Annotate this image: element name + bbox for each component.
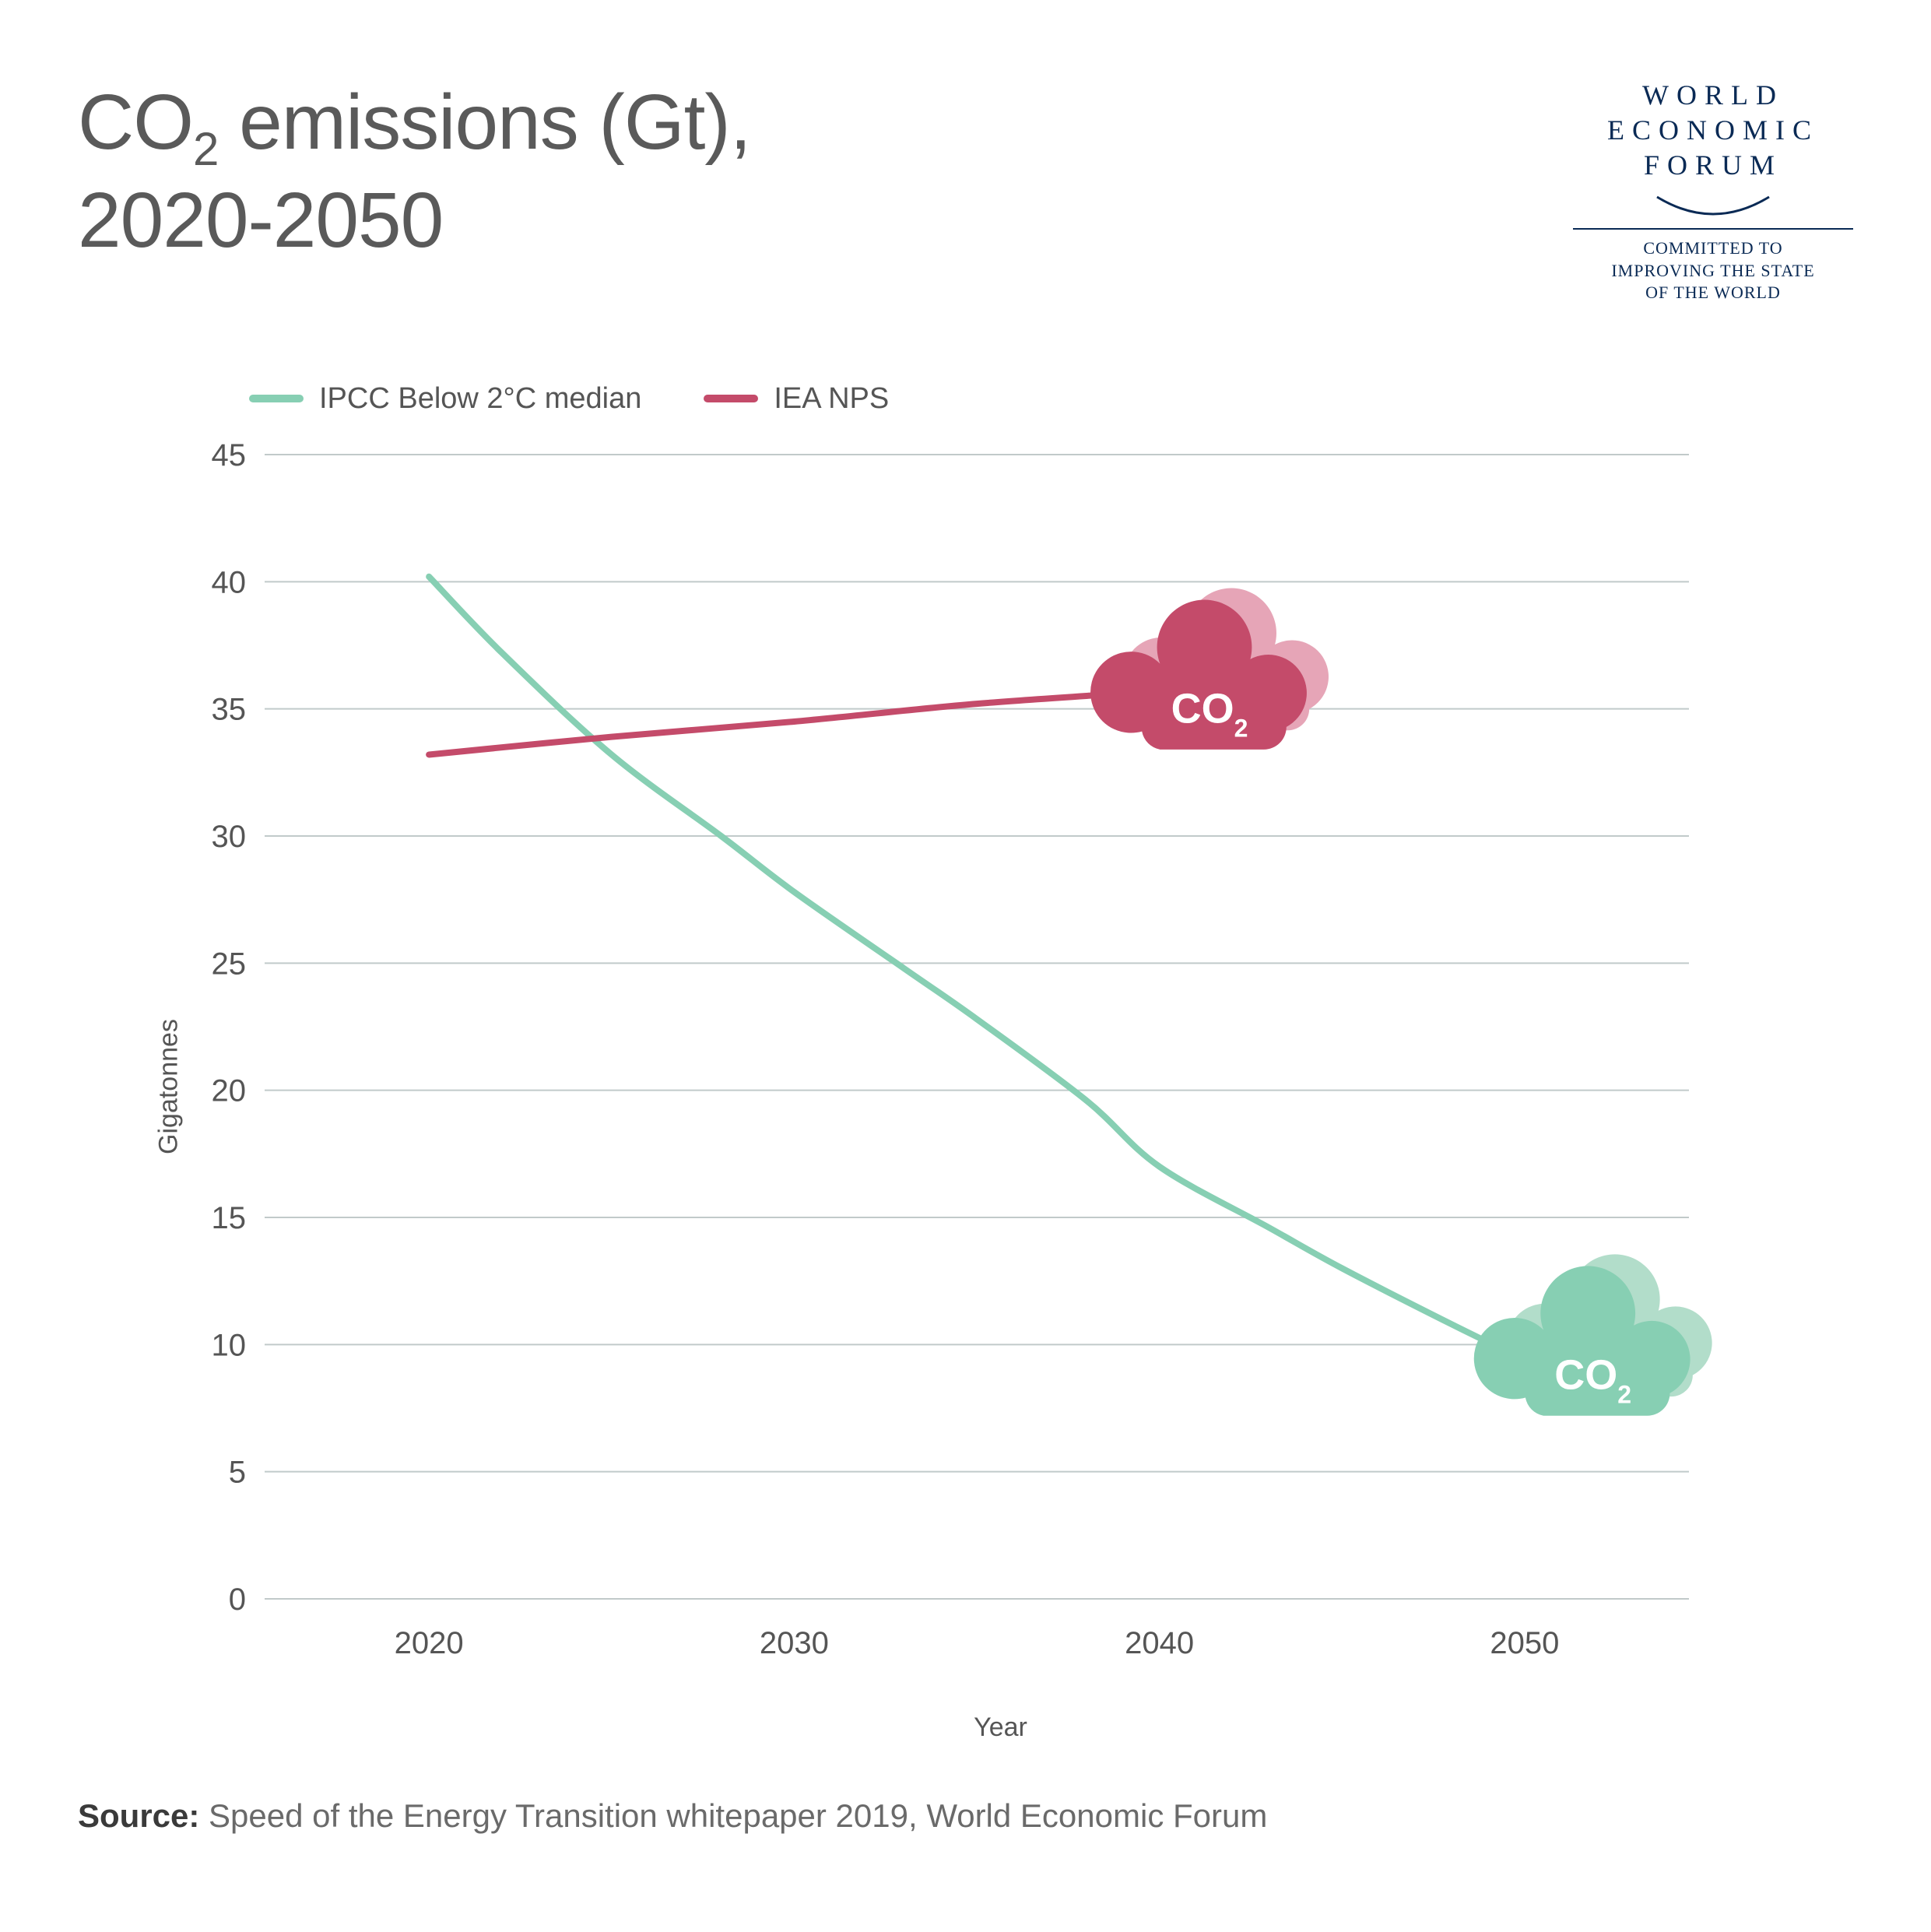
source-label: Source: bbox=[78, 1797, 199, 1834]
legend-label-ipcc: IPCC Below 2°C median bbox=[319, 382, 641, 416]
chart-container: Gigatonnes 0 5 10 15 20 25 30 35 40 45 2020 2030 204… bbox=[148, 431, 1853, 1743]
legend-item-ipcc: IPCC Below 2°C median bbox=[249, 382, 641, 416]
svg-text:2020: 2020 bbox=[395, 1626, 464, 1660]
x-axis-label: Year bbox=[148, 1712, 1853, 1743]
title-tail: emissions (Gt), bbox=[218, 79, 750, 166]
legend: IPCC Below 2°C median IEA NPS bbox=[249, 382, 1853, 416]
title-line1: CO2 emissions (Gt), bbox=[78, 79, 750, 166]
svg-text:40: 40 bbox=[212, 565, 247, 599]
wef-word1: WORLD bbox=[1642, 79, 1784, 111]
wef-logo: WORLD ECONOMIC FORUM COMMITTED TO IMPROV… bbox=[1573, 78, 1853, 304]
wef-tag2: IMPROVING THE STATE bbox=[1611, 261, 1814, 280]
wef-divider bbox=[1573, 228, 1853, 230]
chart-title: CO2 emissions (Gt), 2020-2050 bbox=[78, 78, 750, 265]
svg-text:2050: 2050 bbox=[1490, 1626, 1559, 1660]
wef-word2: ECONOMIC bbox=[1607, 114, 1819, 146]
wef-tag1: COMMITTED TO bbox=[1643, 238, 1782, 258]
svg-text:0: 0 bbox=[229, 1582, 246, 1617]
svg-text:20: 20 bbox=[212, 1073, 247, 1108]
svg-text:30: 30 bbox=[212, 820, 247, 854]
wef-word3: FORUM bbox=[1644, 149, 1782, 181]
wef-tag3: OF THE WORLD bbox=[1645, 283, 1781, 302]
page-root: CO2 emissions (Gt), 2020-2050 WORLD ECON… bbox=[0, 0, 1931, 1932]
source-text: Speed of the Energy Transition whitepape… bbox=[199, 1797, 1267, 1834]
svg-text:25: 25 bbox=[212, 947, 247, 981]
title-co: CO bbox=[78, 79, 193, 166]
legend-item-iea: IEA NPS bbox=[704, 382, 889, 416]
svg-text:15: 15 bbox=[212, 1201, 247, 1235]
svg-text:35: 35 bbox=[212, 692, 247, 726]
header: CO2 emissions (Gt), 2020-2050 WORLD ECON… bbox=[78, 78, 1853, 304]
wef-arc-icon bbox=[1651, 192, 1775, 217]
y-axis-label: Gigatonnes bbox=[153, 1019, 184, 1154]
svg-text:5: 5 bbox=[229, 1455, 246, 1489]
svg-text:45: 45 bbox=[212, 438, 247, 472]
legend-swatch-iea bbox=[704, 395, 758, 402]
line-chart: 0510152025303540452020203020402050CO2CO2 bbox=[148, 431, 1782, 1692]
legend-swatch-ipcc bbox=[249, 395, 304, 402]
title-sub2: 2 bbox=[193, 123, 218, 175]
wef-tagline: COMMITTED TO IMPROVING THE STATE OF THE … bbox=[1573, 237, 1853, 304]
source-line: Source: Speed of the Energy Transition w… bbox=[78, 1797, 1853, 1835]
svg-text:2030: 2030 bbox=[760, 1626, 829, 1660]
wef-logo-text: WORLD ECONOMIC FORUM bbox=[1573, 78, 1853, 183]
svg-text:2040: 2040 bbox=[1125, 1626, 1194, 1660]
title-line2: 2020-2050 bbox=[78, 177, 443, 264]
legend-label-iea: IEA NPS bbox=[774, 382, 889, 416]
svg-text:10: 10 bbox=[212, 1328, 247, 1362]
